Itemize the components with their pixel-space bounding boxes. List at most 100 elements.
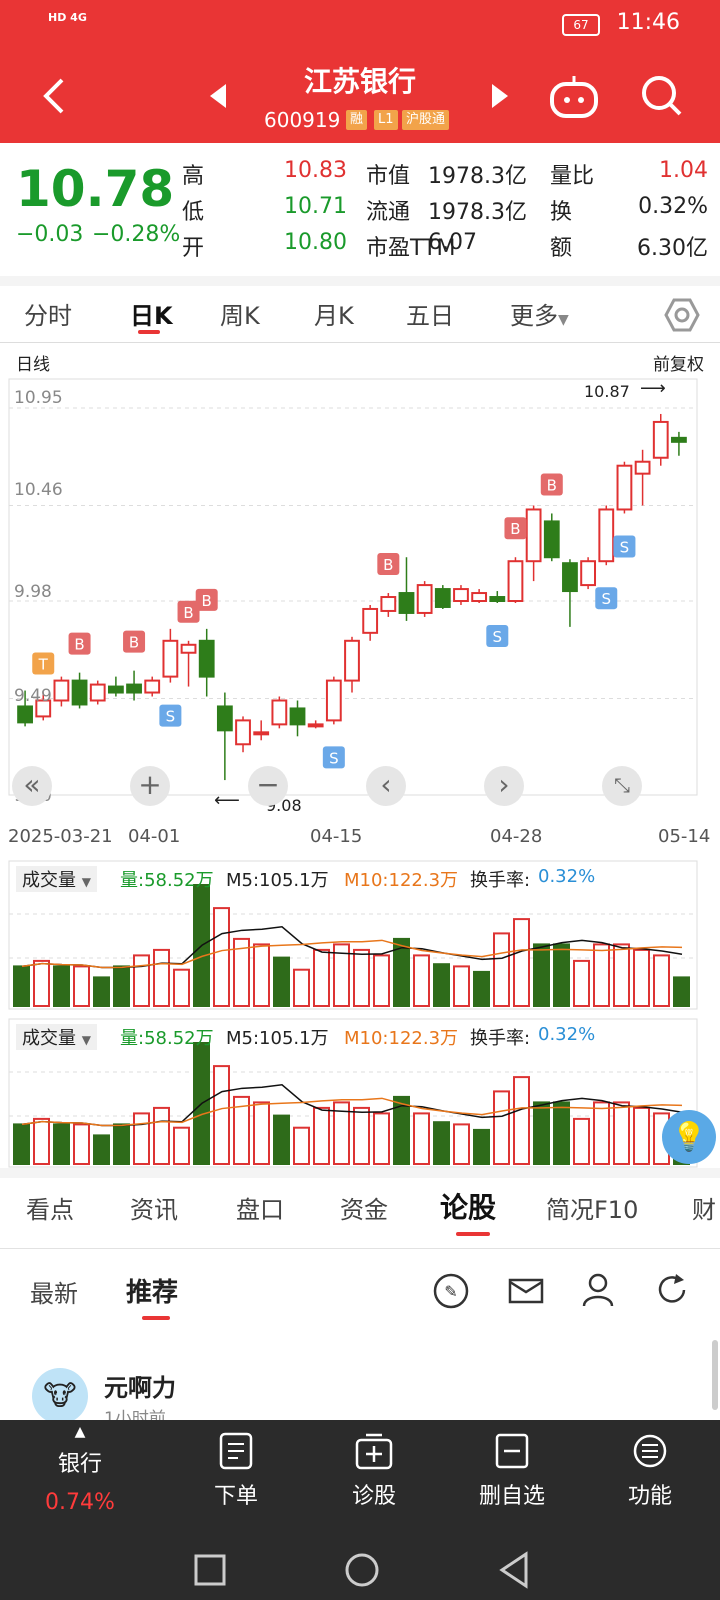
- order-button[interactable]: 下单: [166, 1428, 306, 1528]
- volume-bar: [453, 1123, 470, 1165]
- section-tab-orderbook[interactable]: 盘口: [236, 1196, 284, 1224]
- tab-weekly[interactable]: 周K: [220, 302, 260, 330]
- functions-button[interactable]: 功能: [580, 1428, 720, 1528]
- tab-more[interactable]: 更多▼: [510, 296, 569, 331]
- mail-icon[interactable]: [508, 1276, 544, 1306]
- remove-label: 删自选: [478, 1484, 545, 1509]
- turnover-label: 换手率:: [470, 870, 531, 891]
- date-label: 2025-03-21: [8, 826, 113, 847]
- signal-marker-label: S: [602, 590, 612, 608]
- refresh-icon[interactable]: [654, 1272, 690, 1308]
- nav-back-icon[interactable]: [494, 1548, 534, 1592]
- search-icon[interactable]: [640, 74, 684, 118]
- app-header: HD 4G 67 11:46 江苏银行 600919 融 L1 沪股通: [0, 0, 720, 143]
- volume-bar: [13, 1123, 30, 1165]
- volume-m5: M5:105.1万: [226, 870, 329, 891]
- chart-frame: [8, 378, 698, 796]
- candle: [271, 699, 288, 726]
- sector-name[interactable]: 银行: [57, 1452, 102, 1477]
- volume-bar: [213, 1065, 230, 1165]
- lightbulb-icon[interactable]: 💡: [662, 1110, 716, 1164]
- sub-tab-latest[interactable]: 最新: [30, 1280, 78, 1308]
- signal-marker-label: S: [166, 708, 176, 726]
- candle: [344, 639, 360, 682]
- signal-marker: [504, 517, 527, 540]
- quote-label: 流通: [366, 200, 411, 225]
- signal-marker-label: S: [620, 538, 630, 556]
- section-tab-f10[interactable]: 简况F10: [546, 1196, 639, 1224]
- candle: [362, 607, 379, 634]
- prev-stock-icon[interactable]: [206, 82, 230, 110]
- order-label: 下单: [213, 1484, 258, 1509]
- volume-bar: [133, 1112, 150, 1165]
- candle: [89, 683, 106, 702]
- tab-monthly[interactable]: 月K: [314, 302, 354, 330]
- section-tab-finance[interactable]: 财: [692, 1196, 716, 1224]
- volume-bar: [513, 1076, 530, 1165]
- volume-value: 量:58.52万: [120, 1028, 214, 1049]
- date-label: 05-14: [658, 826, 711, 847]
- zoom-out-icon[interactable]: −: [248, 766, 288, 806]
- stock-code: 600919: [264, 108, 341, 132]
- pan-left-icon[interactable]: ‹: [366, 766, 406, 806]
- volume-bar: [33, 959, 50, 1007]
- battery-icon: 67: [562, 14, 600, 36]
- volume-value: 量:58.52万: [120, 870, 214, 891]
- signal-marker: [613, 535, 636, 558]
- sub-tab-recommended[interactable]: 推荐: [126, 1278, 179, 1308]
- signal-marker-label: B: [547, 476, 557, 494]
- volume-bar: [213, 907, 230, 1007]
- chevron-up-icon[interactable]: ▲: [74, 1424, 86, 1440]
- post-author[interactable]: 元啊力: [104, 1374, 176, 1402]
- volume-bar: [113, 965, 130, 1007]
- back-icon[interactable]: [40, 76, 70, 116]
- candle: [616, 464, 633, 511]
- remove-watchlist-button[interactable]: 删自选: [442, 1428, 582, 1528]
- avatar[interactable]: 🐮: [32, 1368, 88, 1424]
- ma10-line: [21, 1097, 683, 1127]
- signal-marker-label: B: [510, 520, 520, 538]
- fullscreen-icon[interactable]: ⤡: [602, 766, 642, 806]
- robot-icon[interactable]: [548, 70, 600, 120]
- tab-daily[interactable]: 日K: [130, 302, 173, 330]
- section-tab-discuss[interactable]: 论股: [440, 1191, 497, 1224]
- section-tab-news[interactable]: 资讯: [130, 1196, 178, 1224]
- adjust-mode[interactable]: 前复权: [653, 355, 704, 375]
- diagnose-button[interactable]: 诊股: [304, 1428, 444, 1528]
- tab-intraday[interactable]: 分时: [24, 302, 72, 330]
- volume-bar: [353, 948, 370, 1007]
- section-tab-funds[interactable]: 资金: [340, 1196, 388, 1224]
- indicator-select[interactable]: 成交量 ▼: [16, 866, 97, 892]
- tag-level: L1: [374, 110, 398, 130]
- candle: [398, 592, 415, 614]
- candle: [434, 588, 451, 608]
- indicator-select[interactable]: 成交量 ▼: [16, 1024, 97, 1050]
- post-icon[interactable]: ✎: [432, 1272, 470, 1310]
- volume-m10: M10:122.3万: [344, 1028, 459, 1049]
- candle: [162, 639, 179, 678]
- volume-panel[interactable]: 成交量 ▼ 量:58.52万 M5:105.1万 M10:122.3万 换手率:…: [8, 860, 712, 1010]
- signal-marker: [68, 632, 91, 655]
- volume-bar: [253, 1101, 270, 1165]
- tab-five-day[interactable]: 五日: [406, 302, 454, 330]
- candle: [416, 584, 433, 614]
- scroll-left-icon[interactable]: «: [12, 766, 52, 806]
- date-label: 04-01: [128, 826, 181, 847]
- home-icon[interactable]: [340, 1548, 384, 1592]
- signal-marker-label: B: [383, 556, 393, 574]
- volume-panel[interactable]: 成交量 ▼ 量:58.52万 M5:105.1万 M10:122.3万 换手率:…: [8, 1018, 716, 1168]
- signal-marker-label: B: [74, 636, 84, 654]
- scrollbar[interactable]: [712, 1340, 718, 1410]
- recent-apps-icon[interactable]: [190, 1550, 230, 1590]
- section-tab-highlights[interactable]: 看点: [26, 1196, 74, 1224]
- candle: [562, 562, 578, 593]
- zoom-in-icon[interactable]: +: [130, 766, 170, 806]
- candle: [180, 643, 197, 654]
- next-stock-icon[interactable]: [488, 82, 512, 110]
- quote-value: 10.83: [284, 158, 347, 183]
- user-icon[interactable]: [582, 1272, 614, 1308]
- signal-marker-label: B: [183, 604, 193, 622]
- settings-icon[interactable]: [664, 298, 700, 332]
- pan-right-icon[interactable]: ›: [484, 766, 524, 806]
